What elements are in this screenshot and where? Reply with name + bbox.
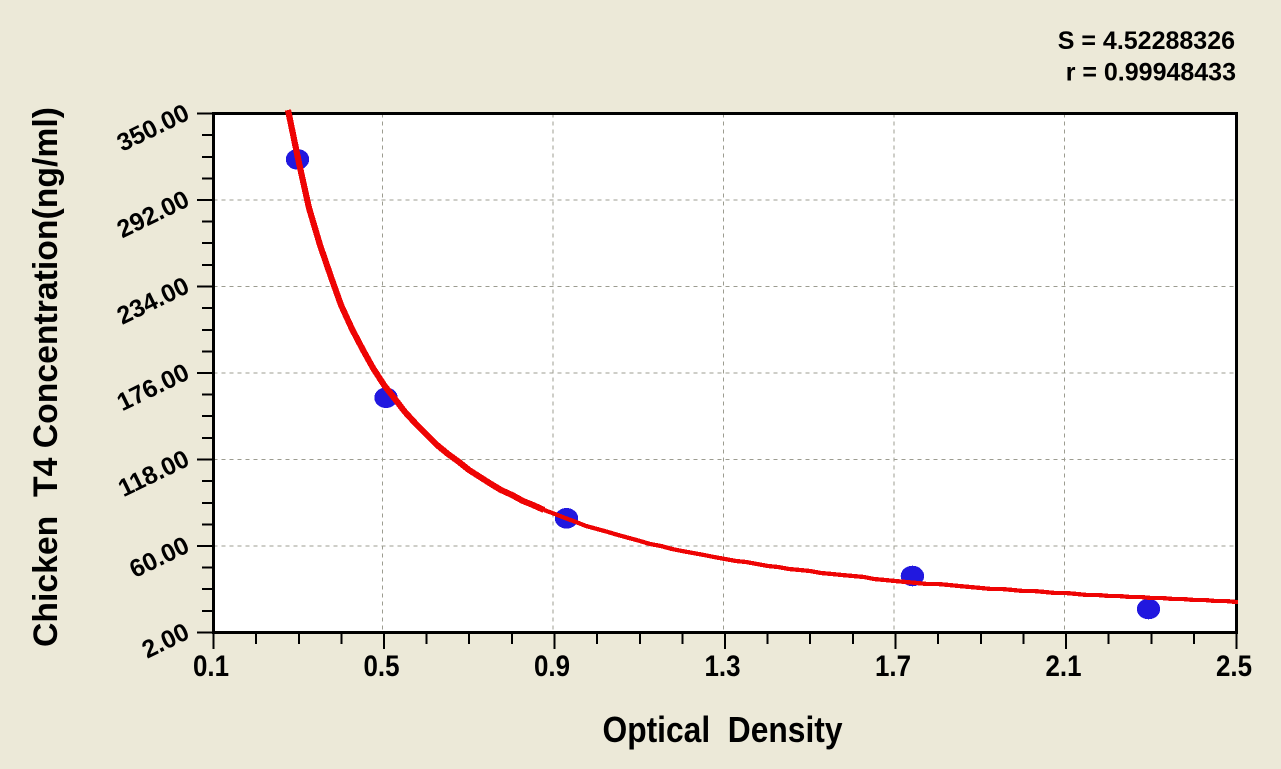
svg-text:0.1: 0.1 bbox=[193, 650, 229, 683]
svg-text:2.1: 2.1 bbox=[1046, 650, 1082, 683]
svg-text:0.9: 0.9 bbox=[534, 650, 570, 683]
svg-text:2.5: 2.5 bbox=[1216, 650, 1252, 683]
svg-text:Optical Density: Optical Density bbox=[603, 710, 843, 750]
svg-text:r = 0.99948433: r = 0.99948433 bbox=[1066, 59, 1236, 87]
svg-text:Chicken T4 Concentration(ng/m: Chicken T4 Concentration(ng/ml) bbox=[27, 107, 65, 647]
svg-text:S = 4.52288326: S = 4.52288326 bbox=[1058, 27, 1235, 55]
svg-text:1.3: 1.3 bbox=[705, 650, 741, 683]
svg-text:1.7: 1.7 bbox=[875, 650, 911, 683]
svg-text:0.5: 0.5 bbox=[364, 650, 400, 683]
